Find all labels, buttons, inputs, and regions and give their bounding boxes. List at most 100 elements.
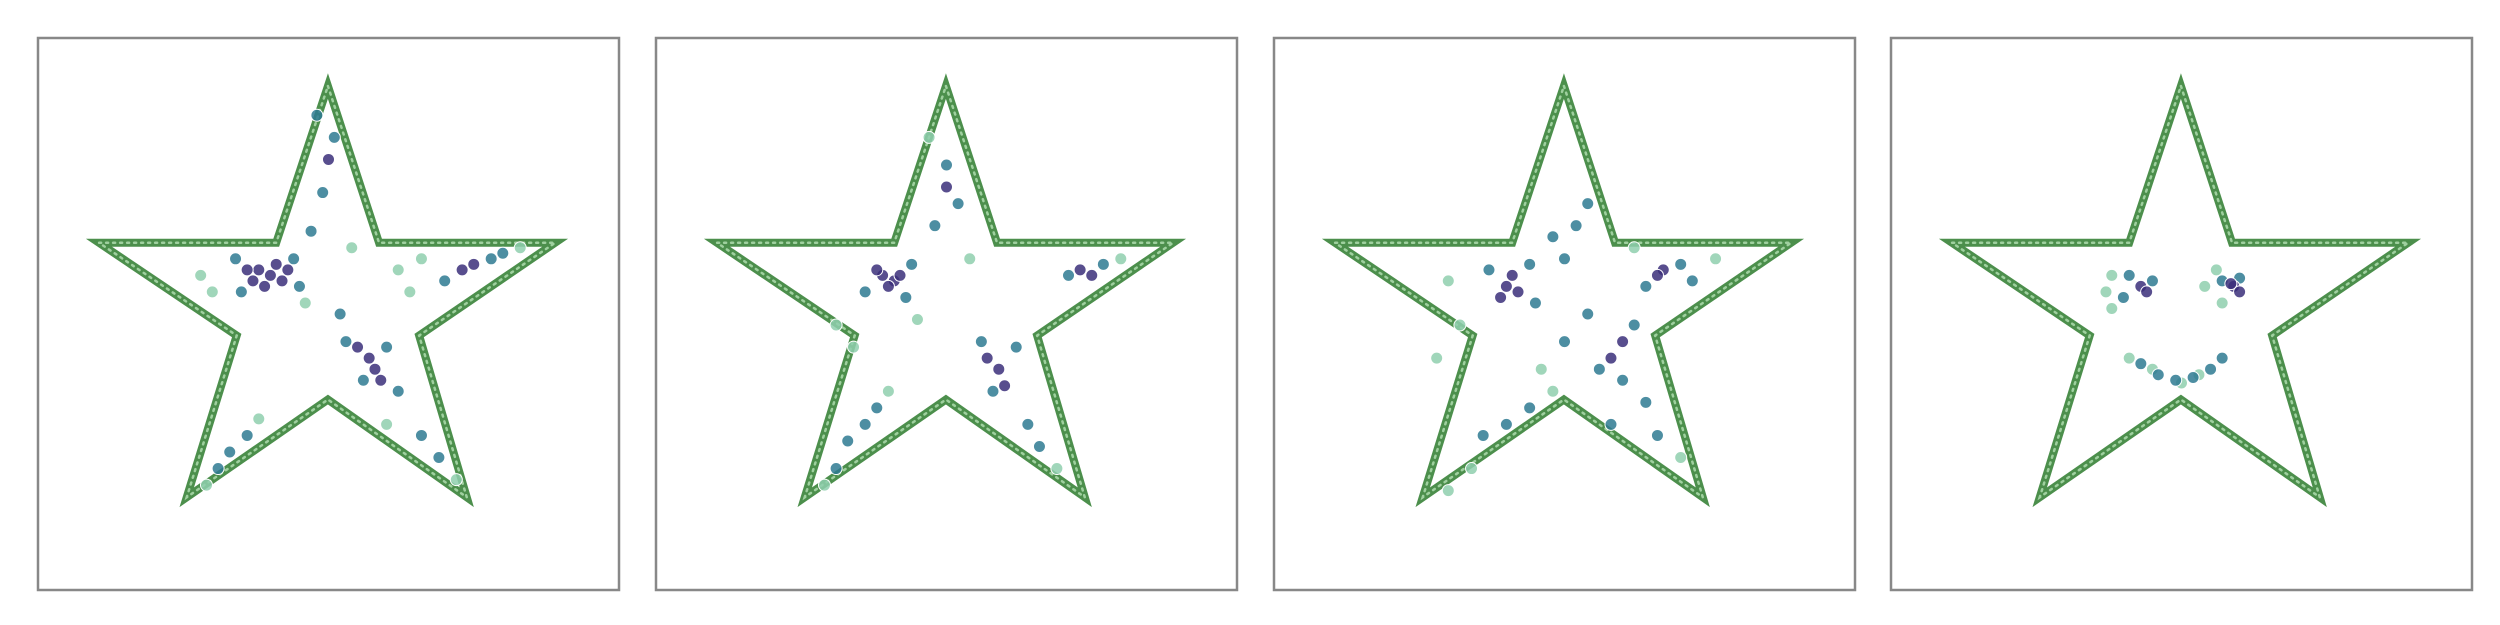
point (2198, 279, 2212, 293)
point (252, 412, 266, 426)
point (240, 428, 254, 442)
point (380, 340, 394, 354)
point (870, 401, 884, 415)
point (2169, 373, 2183, 387)
point (2151, 368, 2165, 382)
point (1604, 417, 1618, 431)
point (252, 263, 266, 277)
point (269, 257, 283, 271)
point (258, 279, 272, 293)
panel (36, 36, 621, 592)
point (316, 186, 330, 200)
point (403, 285, 417, 299)
point (963, 252, 977, 266)
point (380, 417, 394, 431)
point (829, 318, 843, 332)
point (199, 478, 213, 492)
point (391, 384, 405, 398)
point (893, 268, 907, 282)
point (1546, 384, 1560, 398)
point (858, 285, 872, 299)
point (234, 285, 248, 299)
point (1465, 462, 1479, 476)
point (2215, 351, 2229, 365)
point (2209, 263, 2223, 277)
point (940, 158, 953, 172)
point (974, 335, 988, 349)
point (1627, 241, 1641, 255)
outline-dots (1330, 82, 1796, 501)
point (1430, 351, 1444, 365)
point (881, 279, 895, 293)
point (998, 379, 1012, 393)
point (484, 252, 498, 266)
point (513, 241, 527, 255)
point (928, 219, 942, 233)
point (1592, 362, 1606, 376)
point (2140, 285, 2154, 299)
point (1009, 340, 1023, 354)
point (2186, 370, 2200, 384)
point (304, 224, 318, 238)
point (1685, 274, 1699, 288)
point (414, 252, 428, 266)
point (980, 351, 994, 365)
point (986, 384, 1000, 398)
point (2233, 285, 2247, 299)
point (870, 263, 884, 277)
point (414, 428, 428, 442)
point (2116, 290, 2130, 304)
point (1639, 395, 1653, 409)
point (2122, 268, 2136, 282)
point (374, 373, 388, 387)
point (281, 263, 295, 277)
point (298, 296, 312, 310)
point (1650, 428, 1664, 442)
point (1476, 428, 1490, 442)
point (263, 268, 277, 282)
point (1511, 285, 1525, 299)
point (910, 313, 924, 327)
point (847, 340, 861, 354)
point (1604, 351, 1618, 365)
outline-dots (94, 82, 560, 501)
point (1499, 279, 1513, 293)
point (455, 263, 469, 277)
point (391, 263, 405, 277)
panel-frame (36, 36, 621, 592)
point (951, 197, 965, 211)
point (292, 279, 306, 293)
panel-frame (1889, 36, 2474, 592)
point (1674, 257, 1688, 271)
point (2105, 301, 2119, 315)
point (223, 445, 237, 459)
point (362, 351, 376, 365)
point (2134, 357, 2148, 371)
point (345, 241, 359, 255)
point (368, 362, 382, 376)
panel (1272, 36, 1857, 592)
point (1062, 268, 1076, 282)
point (449, 473, 463, 487)
point (438, 274, 452, 288)
point (992, 362, 1006, 376)
point (940, 180, 953, 194)
point (339, 335, 353, 349)
point (432, 451, 446, 465)
point (310, 108, 324, 122)
point (194, 268, 208, 282)
point (229, 252, 243, 266)
point (1505, 268, 1519, 282)
point (2105, 268, 2119, 282)
point (1650, 268, 1664, 282)
point (2224, 277, 2238, 291)
point (1441, 274, 1455, 288)
point (922, 130, 936, 144)
point (1528, 296, 1542, 310)
point (1639, 279, 1653, 293)
point (881, 384, 895, 398)
panel-frame (1272, 36, 1857, 592)
point (356, 373, 370, 387)
point (327, 130, 341, 144)
